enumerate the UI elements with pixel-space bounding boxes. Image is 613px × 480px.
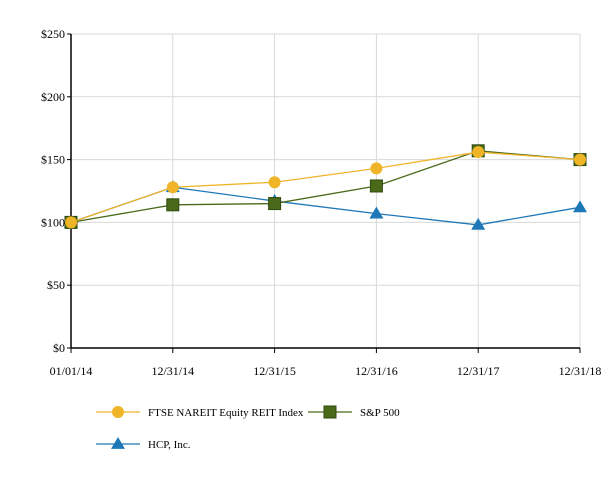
legend-label: HCP, Inc.	[148, 439, 191, 451]
legend-marker	[112, 406, 124, 418]
legend: FTSE NAREIT Equity REIT Index S&P 500 HCP,…	[96, 405, 400, 451]
data-point	[472, 146, 485, 159]
data-point	[370, 162, 383, 175]
series-line	[70, 186, 581, 226]
y-tick-label: $200	[41, 90, 65, 104]
y-tick-label: $50	[47, 278, 65, 292]
data-point	[166, 181, 179, 194]
series-1	[64, 144, 587, 229]
data-point	[65, 216, 77, 229]
legend-marker	[323, 405, 337, 419]
data-point	[573, 200, 587, 213]
x-tick-label: 01/01/14	[50, 364, 93, 378]
y-tick-label: $250	[41, 27, 65, 41]
legend-label: S&P 500	[360, 407, 400, 419]
grid	[71, 33, 581, 348]
series-group	[64, 144, 587, 230]
axes	[70, 34, 580, 349]
series-line	[70, 151, 581, 224]
legend-item: HCP, Inc.	[96, 437, 191, 451]
x-tick-label: 12/31/16	[355, 364, 398, 378]
series-line	[70, 150, 581, 224]
y-axis-ticks: $0 $50 $100 $150 $200 $250	[41, 27, 71, 355]
legend-item: S&P 500	[308, 405, 400, 419]
data-point	[268, 176, 281, 189]
x-tick-label: 12/31/14	[151, 364, 194, 378]
data-point	[369, 206, 384, 219]
data-point	[369, 179, 383, 193]
data-point	[574, 153, 586, 166]
series-0	[65, 146, 586, 229]
legend-marker	[111, 437, 125, 449]
x-axis-ticks: 01/01/14 12/31/14 12/31/15 12/31/16 12/31/17…	[50, 348, 602, 378]
x-tick-label: 12/31/15	[253, 364, 296, 378]
legend-item: FTSE NAREIT Equity REIT Index	[96, 406, 304, 419]
data-point	[166, 198, 180, 212]
legend-label: FTSE NAREIT Equity REIT Index	[148, 407, 304, 419]
x-tick-label: 12/31/17	[457, 364, 500, 378]
x-tick-label: 12/31/18	[559, 364, 602, 378]
data-point	[471, 217, 486, 230]
data-point	[268, 197, 282, 211]
y-tick-label: $150	[41, 153, 65, 167]
y-tick-label: $100	[41, 215, 65, 229]
y-tick-label: $0	[53, 341, 65, 355]
